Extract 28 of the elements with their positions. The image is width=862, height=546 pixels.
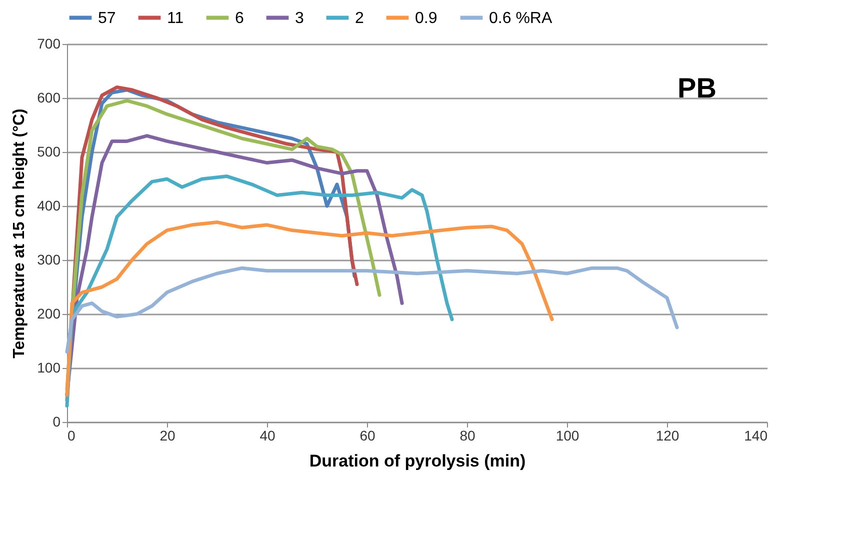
legend-label: 57 <box>98 10 116 27</box>
y-tick-label: 700 <box>37 36 61 52</box>
legend-label: 0.6 %RA <box>489 10 552 27</box>
line-series <box>65 266 679 354</box>
annotation: PB <box>678 72 716 104</box>
line-series <box>65 220 554 397</box>
x-tick-label: 140 <box>744 428 768 444</box>
legend-label: 11 <box>167 10 184 27</box>
x-tick-label: 0 <box>68 428 76 444</box>
x-tick-label: 20 <box>160 428 176 444</box>
y-tick-label: 0 <box>52 414 61 430</box>
legend-label: 3 <box>295 10 304 27</box>
x-tick-label: 80 <box>460 428 476 444</box>
x-tick-label: 120 <box>656 428 680 444</box>
x-tick-label: 100 <box>556 428 580 444</box>
y-tick-label: 100 <box>37 360 61 376</box>
legend-label: 2 <box>355 10 364 27</box>
y-tick-label: 300 <box>37 252 61 268</box>
x-axis-title: Duration of pyrolysis (min) <box>309 452 526 470</box>
x-tick-label: 60 <box>360 428 376 444</box>
legend-label: 0.9 <box>415 10 438 27</box>
y-axis-title: Temperature at 15 cm height (°C) <box>11 108 28 358</box>
y-tick-label: 200 <box>37 306 61 322</box>
x-tick-label: 40 <box>260 428 276 444</box>
legend-label: 6 <box>235 10 244 27</box>
y-tick-label: 400 <box>37 198 61 214</box>
y-tick-label: 600 <box>37 90 61 106</box>
y-tick-label: 500 <box>37 144 61 160</box>
